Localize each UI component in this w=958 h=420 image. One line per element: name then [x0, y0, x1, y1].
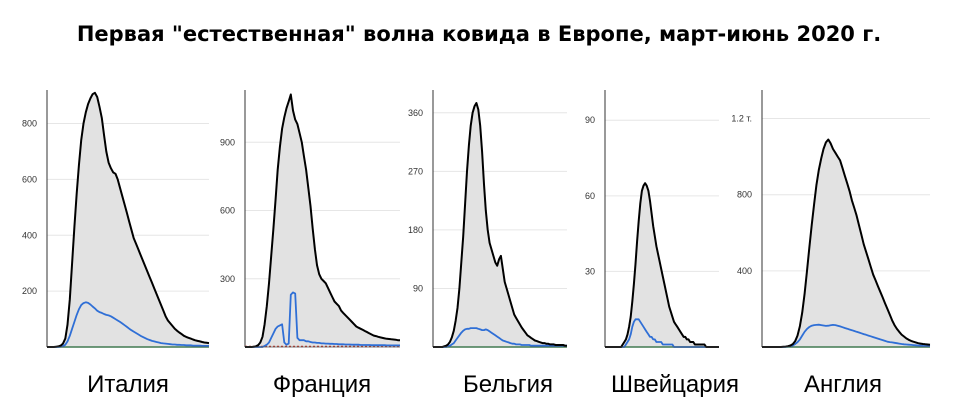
- country-label: Франция: [273, 371, 371, 398]
- area-fill: [245, 94, 400, 347]
- y-tick-label: 300: [220, 274, 235, 284]
- country-label: Бельгия: [463, 371, 553, 398]
- series-line-0: [605, 182, 719, 348]
- chart-2: 90 180 270 360 Бельгия: [408, 90, 567, 398]
- chart-1: 300 600 900 Франция: [220, 90, 400, 398]
- chart-0: 200 400 600 800 Италия: [22, 90, 210, 398]
- series-line-1: [47, 301, 209, 348]
- y-tick-label: 400: [737, 266, 752, 276]
- series-line-0: [47, 91, 210, 348]
- y-tick-label: 200: [22, 286, 37, 296]
- y-tick-label: 90: [585, 115, 595, 125]
- area-fill: [605, 183, 719, 347]
- area-fill: [433, 103, 567, 347]
- y-tick-label: 800: [737, 190, 752, 200]
- series-line-0: [433, 102, 567, 348]
- country-label: Швейцария: [611, 371, 739, 398]
- chart-title: Первая "естественная" волна ковида в Евр…: [76, 22, 882, 46]
- y-tick-label: 800: [22, 119, 37, 129]
- y-tick-label: 600: [22, 174, 37, 184]
- y-tick-label: 30: [585, 266, 595, 276]
- series-line-0: [762, 138, 931, 348]
- y-tick-label: 60: [585, 191, 595, 201]
- y-tick-label: 90: [413, 283, 423, 293]
- y-tick-label: 360: [408, 108, 423, 118]
- y-tick-label: 270: [408, 166, 423, 176]
- y-tick-label: 600: [220, 206, 235, 216]
- y-tick-label: 1.2 т.: [731, 114, 752, 124]
- series-line-0: [245, 93, 400, 348]
- country-label: Англия: [804, 371, 882, 398]
- y-tick-label: 400: [22, 230, 37, 240]
- chart-3: 30 60 90 Швейцария: [585, 90, 739, 398]
- area-fill: [762, 139, 930, 347]
- y-tick-label: 180: [408, 225, 423, 235]
- series-line-1: [245, 291, 400, 348]
- chart-4: 400 800 1.2 т. Англия: [731, 90, 931, 398]
- country-label: Италия: [87, 371, 169, 398]
- y-tick-label: 900: [220, 137, 235, 147]
- series-line-1: [433, 327, 567, 348]
